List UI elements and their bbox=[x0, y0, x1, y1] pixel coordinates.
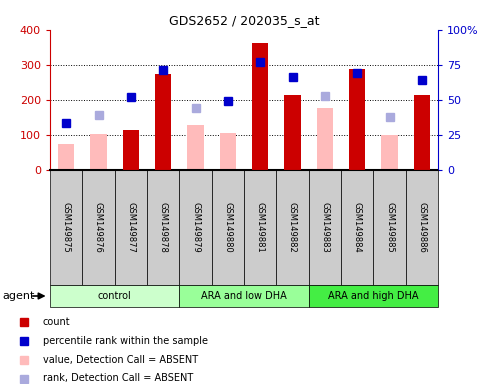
Text: value, Detection Call = ABSENT: value, Detection Call = ABSENT bbox=[43, 355, 198, 365]
Text: percentile rank within the sample: percentile rank within the sample bbox=[43, 336, 208, 346]
Text: GSM149884: GSM149884 bbox=[353, 202, 362, 253]
Bar bbox=[317, 108, 333, 170]
Text: GSM149876: GSM149876 bbox=[94, 202, 103, 253]
Bar bbox=[284, 95, 300, 170]
Bar bbox=[373, 170, 406, 285]
Text: ARA and low DHA: ARA and low DHA bbox=[201, 291, 287, 301]
Bar bbox=[123, 130, 139, 170]
Text: GSM149886: GSM149886 bbox=[417, 202, 426, 253]
Bar bbox=[50, 170, 82, 285]
Text: GSM149880: GSM149880 bbox=[223, 202, 232, 253]
Bar bbox=[244, 170, 276, 285]
Bar bbox=[179, 170, 212, 285]
Bar bbox=[58, 144, 74, 170]
Bar bbox=[309, 170, 341, 285]
Text: GSM149883: GSM149883 bbox=[320, 202, 329, 253]
Bar bbox=[212, 170, 244, 285]
Text: ARA and high DHA: ARA and high DHA bbox=[328, 291, 419, 301]
Text: GSM149882: GSM149882 bbox=[288, 202, 297, 253]
Text: GSM149885: GSM149885 bbox=[385, 202, 394, 253]
Text: control: control bbox=[98, 291, 131, 301]
Bar bbox=[220, 133, 236, 170]
Text: GSM149877: GSM149877 bbox=[127, 202, 135, 253]
Bar bbox=[276, 170, 309, 285]
Text: GSM149881: GSM149881 bbox=[256, 202, 265, 253]
Bar bbox=[179, 285, 309, 307]
Bar bbox=[114, 170, 147, 285]
Bar bbox=[147, 170, 179, 285]
Bar bbox=[155, 74, 171, 170]
Title: GDS2652 / 202035_s_at: GDS2652 / 202035_s_at bbox=[169, 15, 319, 27]
Bar bbox=[82, 170, 114, 285]
Bar bbox=[382, 135, 398, 170]
Text: rank, Detection Call = ABSENT: rank, Detection Call = ABSENT bbox=[43, 374, 193, 384]
Bar bbox=[90, 134, 107, 170]
Bar bbox=[414, 95, 430, 170]
Text: GSM149875: GSM149875 bbox=[62, 202, 71, 253]
Text: agent: agent bbox=[2, 291, 35, 301]
Bar bbox=[50, 285, 179, 307]
Bar bbox=[187, 125, 203, 170]
Bar bbox=[341, 170, 373, 285]
Text: count: count bbox=[43, 317, 70, 327]
Bar bbox=[252, 43, 268, 170]
Text: GSM149878: GSM149878 bbox=[159, 202, 168, 253]
Bar bbox=[406, 170, 438, 285]
Text: GSM149879: GSM149879 bbox=[191, 202, 200, 253]
Bar bbox=[309, 285, 438, 307]
Bar bbox=[349, 68, 365, 170]
